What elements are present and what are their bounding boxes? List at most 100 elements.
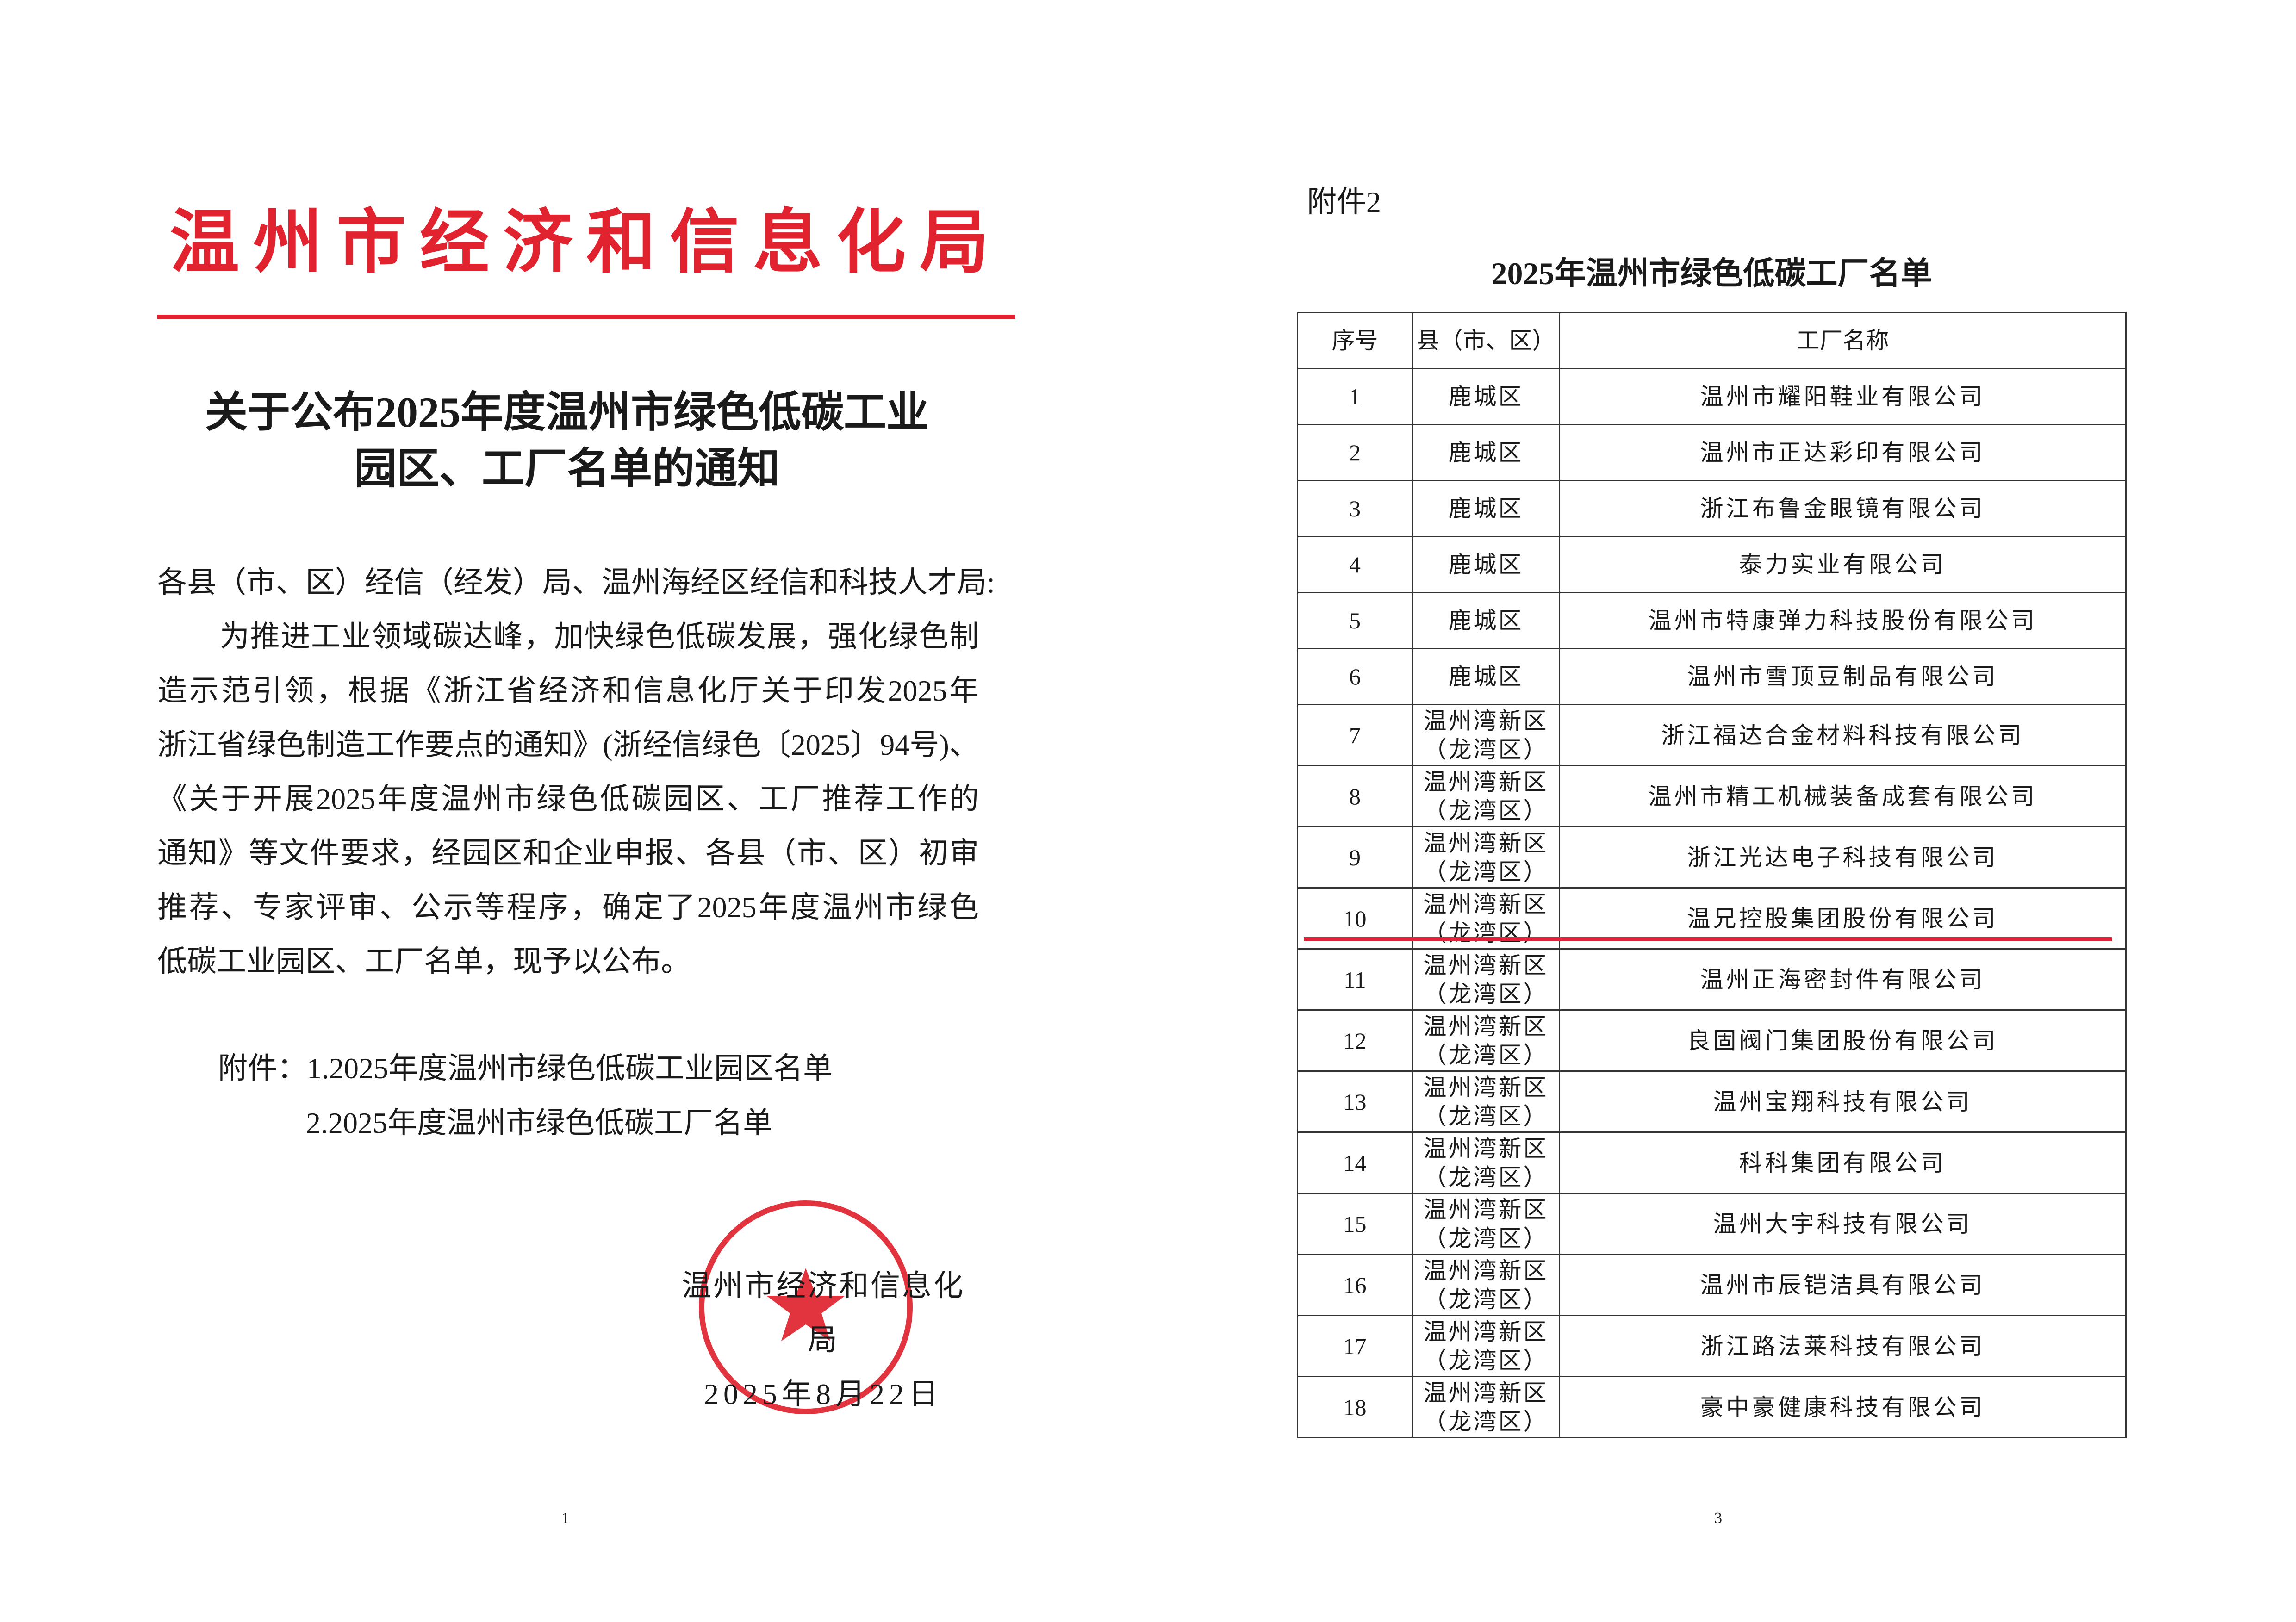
cell-district: 温州湾新区 （龙湾区） bbox=[1412, 1376, 1560, 1438]
notice-body: 各县（市、区）经信（经发）局、温州海经区经信和科技人才局: 为推进工业领域碳达峰… bbox=[157, 555, 995, 988]
cell-number: 5 bbox=[1297, 592, 1413, 649]
table-row: 11 温州湾新区 （龙湾区） 温州正海密封件有限公司 bbox=[1297, 948, 2127, 1011]
cell-district: 温州湾新区 （龙湾区） bbox=[1412, 765, 1560, 827]
district-text: 温州湾新区 bbox=[1423, 769, 1549, 795]
table-row: 14 温州湾新区 （龙湾区） 科科集团有限公司 bbox=[1297, 1131, 2127, 1194]
attachment-item: 2.2025年度温州市绿色低碳工厂名单 bbox=[306, 1106, 772, 1139]
cell-number: 8 bbox=[1297, 765, 1413, 827]
cell-factory-name: 浙江布鲁金眼镜有限公司 bbox=[1559, 480, 2127, 537]
cell-factory-name: 良固阀门集团股份有限公司 bbox=[1559, 1009, 2127, 1072]
page-number: 1 bbox=[561, 1510, 569, 1527]
district-text: （龙湾区） bbox=[1423, 1286, 1549, 1312]
column-header-factory-name: 工厂名称 bbox=[1559, 312, 2127, 369]
table-row: 15 温州湾新区 （龙湾区） 温州大宇科技有限公司 bbox=[1297, 1193, 2127, 1255]
official-seal bbox=[699, 1200, 913, 1414]
table-row: 18 温州湾新区 （龙湾区） 豪中豪健康科技有限公司 bbox=[1297, 1376, 2127, 1438]
cell-district: 温州湾新区 （龙湾区） bbox=[1412, 1070, 1560, 1133]
cell-district: 鹿城区 bbox=[1412, 648, 1560, 705]
cell-number: 17 bbox=[1297, 1315, 1413, 1377]
cell-number: 3 bbox=[1297, 480, 1413, 537]
district-text: 温州湾新区 bbox=[1423, 830, 1549, 856]
cell-number: 7 bbox=[1297, 704, 1413, 766]
cell-factory-name: 泰力实业有限公司 bbox=[1559, 536, 2127, 593]
cell-factory-name: 浙江福达合金材料科技有限公司 bbox=[1559, 704, 2127, 766]
district-text: （龙湾区） bbox=[1423, 920, 1549, 946]
body-line: 通知》等文件要求，经园区和企业申报、各县（市、区）初审 bbox=[157, 837, 979, 870]
cell-district: 鹿城区 bbox=[1412, 368, 1560, 425]
cell-factory-name: 浙江路法莱科技有限公司 bbox=[1559, 1315, 2127, 1377]
cell-district: 温州湾新区 （龙湾区） bbox=[1412, 1009, 1560, 1072]
seal-ring bbox=[699, 1200, 913, 1414]
salutation: 各县（市、区）经信（经发）局、温州海经区经信和科技人才局: bbox=[157, 566, 995, 599]
district-text: 鹿城区 bbox=[1448, 664, 1524, 690]
district-text: （龙湾区） bbox=[1423, 1164, 1549, 1190]
column-header-district: 县（市、区） bbox=[1412, 312, 1560, 369]
factory-list-table: 序号 县（市、区） 工厂名称 1 鹿城区 温州市耀阳鞋业有限公司 2 鹿城区 温州市正达彩… bbox=[1297, 312, 2127, 1438]
cell-factory-name: 温州宝翔科技有限公司 bbox=[1559, 1070, 2127, 1133]
body-line: 推荐、专家评审、公示等程序，确定了2025年度温州市绿色 bbox=[157, 891, 979, 924]
table-row: 7 温州湾新区 （龙湾区） 浙江福达合金材料科技有限公司 bbox=[1297, 704, 2127, 766]
cell-factory-name: 温州市正达彩印有限公司 bbox=[1559, 424, 2127, 481]
cell-number: 4 bbox=[1297, 536, 1413, 593]
table-row: 16 温州湾新区 （龙湾区） 温州市辰铠洁具有限公司 bbox=[1297, 1254, 2127, 1316]
district-text: （龙湾区） bbox=[1423, 981, 1549, 1007]
title-line: 园区、工厂名单的通知 bbox=[354, 445, 780, 492]
cell-factory-name: 豪中豪健康科技有限公司 bbox=[1559, 1376, 2127, 1438]
cell-number: 13 bbox=[1297, 1070, 1413, 1133]
table-row: 13 温州湾新区 （龙湾区） 温州宝翔科技有限公司 bbox=[1297, 1070, 2127, 1133]
cell-number: 15 bbox=[1297, 1193, 1413, 1255]
district-text: （龙湾区） bbox=[1423, 736, 1549, 763]
document-title: 关于公布2025年度温州市绿色低碳工业 园区、工厂名单的通知 bbox=[157, 384, 977, 497]
table-row: 2 鹿城区 温州市正达彩印有限公司 bbox=[1297, 424, 2127, 481]
signing-date: 2025年8月22日 bbox=[704, 1378, 943, 1411]
cell-factory-name: 浙江光达电子科技有限公司 bbox=[1559, 826, 2127, 889]
highlight-underline bbox=[1304, 937, 2112, 941]
district-text: （龙湾区） bbox=[1423, 1408, 1549, 1435]
cell-factory-name: 科科集团有限公司 bbox=[1559, 1131, 2127, 1194]
cell-number: 6 bbox=[1297, 648, 1413, 705]
cell-district: 温州湾新区 （龙湾区） bbox=[1412, 704, 1560, 766]
page-number: 3 bbox=[1714, 1510, 1722, 1527]
table-row: 12 温州湾新区 （龙湾区） 良固阀门集团股份有限公司 bbox=[1297, 1009, 2127, 1072]
table-row: 1 鹿城区 温州市耀阳鞋业有限公司 bbox=[1297, 368, 2127, 425]
district-text: （龙湾区） bbox=[1423, 858, 1549, 885]
attachment-item: 附件：1.2025年度温州市绿色低碳工业园区名单 bbox=[218, 1052, 833, 1085]
district-text: 温州湾新区 bbox=[1423, 1196, 1549, 1223]
district-text: 温州湾新区 bbox=[1423, 891, 1549, 917]
cell-district: 鹿城区 bbox=[1412, 424, 1560, 481]
district-text: 温州湾新区 bbox=[1423, 1257, 1549, 1284]
district-text: （龙湾区） bbox=[1423, 1225, 1549, 1251]
cell-number: 18 bbox=[1297, 1376, 1413, 1438]
annex-label: 附件2 bbox=[1307, 186, 1381, 218]
district-text: （龙湾区） bbox=[1423, 1042, 1549, 1068]
cell-number: 11 bbox=[1297, 948, 1413, 1011]
district-text: 温州湾新区 bbox=[1423, 708, 1549, 734]
cell-factory-name: 温州市精工机械装备成套有限公司 bbox=[1559, 765, 2127, 827]
district-text: 温州湾新区 bbox=[1423, 1013, 1549, 1039]
district-text: （龙湾区） bbox=[1423, 1347, 1549, 1373]
seal-star-icon bbox=[766, 1268, 845, 1341]
body-line: 造示范引领，根据《浙江省经济和信息化厅关于印发2025年 bbox=[157, 674, 979, 707]
table-row: 5 鹿城区 温州市特康弹力科技股份有限公司 bbox=[1297, 592, 2127, 649]
cell-district: 温州湾新区 （龙湾区） bbox=[1412, 1254, 1560, 1316]
body-line: 浙江省绿色制造工作要点的通知》(浙经信绿色〔2025〕94号)、 bbox=[157, 728, 979, 761]
cell-factory-name: 温州市特康弹力科技股份有限公司 bbox=[1559, 592, 2127, 649]
cell-district: 鹿城区 bbox=[1412, 480, 1560, 537]
table-row: 9 温州湾新区 （龙湾区） 浙江光达电子科技有限公司 bbox=[1297, 826, 2127, 889]
cell-number: 2 bbox=[1297, 424, 1413, 481]
district-text: 鹿城区 bbox=[1448, 384, 1524, 410]
body-line: 低碳工业园区、工厂名单，现予以公布。 bbox=[157, 945, 691, 978]
cell-factory-name: 温州市辰铠洁具有限公司 bbox=[1559, 1254, 2127, 1316]
cell-factory-name: 温州市耀阳鞋业有限公司 bbox=[1559, 368, 2127, 425]
district-text: （龙湾区） bbox=[1423, 1103, 1549, 1129]
table-row: 17 温州湾新区 （龙湾区） 浙江路法莱科技有限公司 bbox=[1297, 1315, 2127, 1377]
cell-factory-name: 温州市雪顶豆制品有限公司 bbox=[1559, 648, 2127, 705]
table-row: 6 鹿城区 温州市雪顶豆制品有限公司 bbox=[1297, 648, 2127, 705]
district-text: 鹿城区 bbox=[1448, 552, 1524, 578]
cell-factory-name: 温州正海密封件有限公司 bbox=[1559, 948, 2127, 1011]
district-text: 鹿城区 bbox=[1448, 496, 1524, 522]
cell-number: 14 bbox=[1297, 1131, 1413, 1194]
table-row: 8 温州湾新区 （龙湾区） 温州市精工机械装备成套有限公司 bbox=[1297, 765, 2127, 827]
table-header-row: 序号 县（市、区） 工厂名称 bbox=[1297, 312, 2127, 369]
cell-district: 温州湾新区 （龙湾区） bbox=[1412, 1131, 1560, 1194]
